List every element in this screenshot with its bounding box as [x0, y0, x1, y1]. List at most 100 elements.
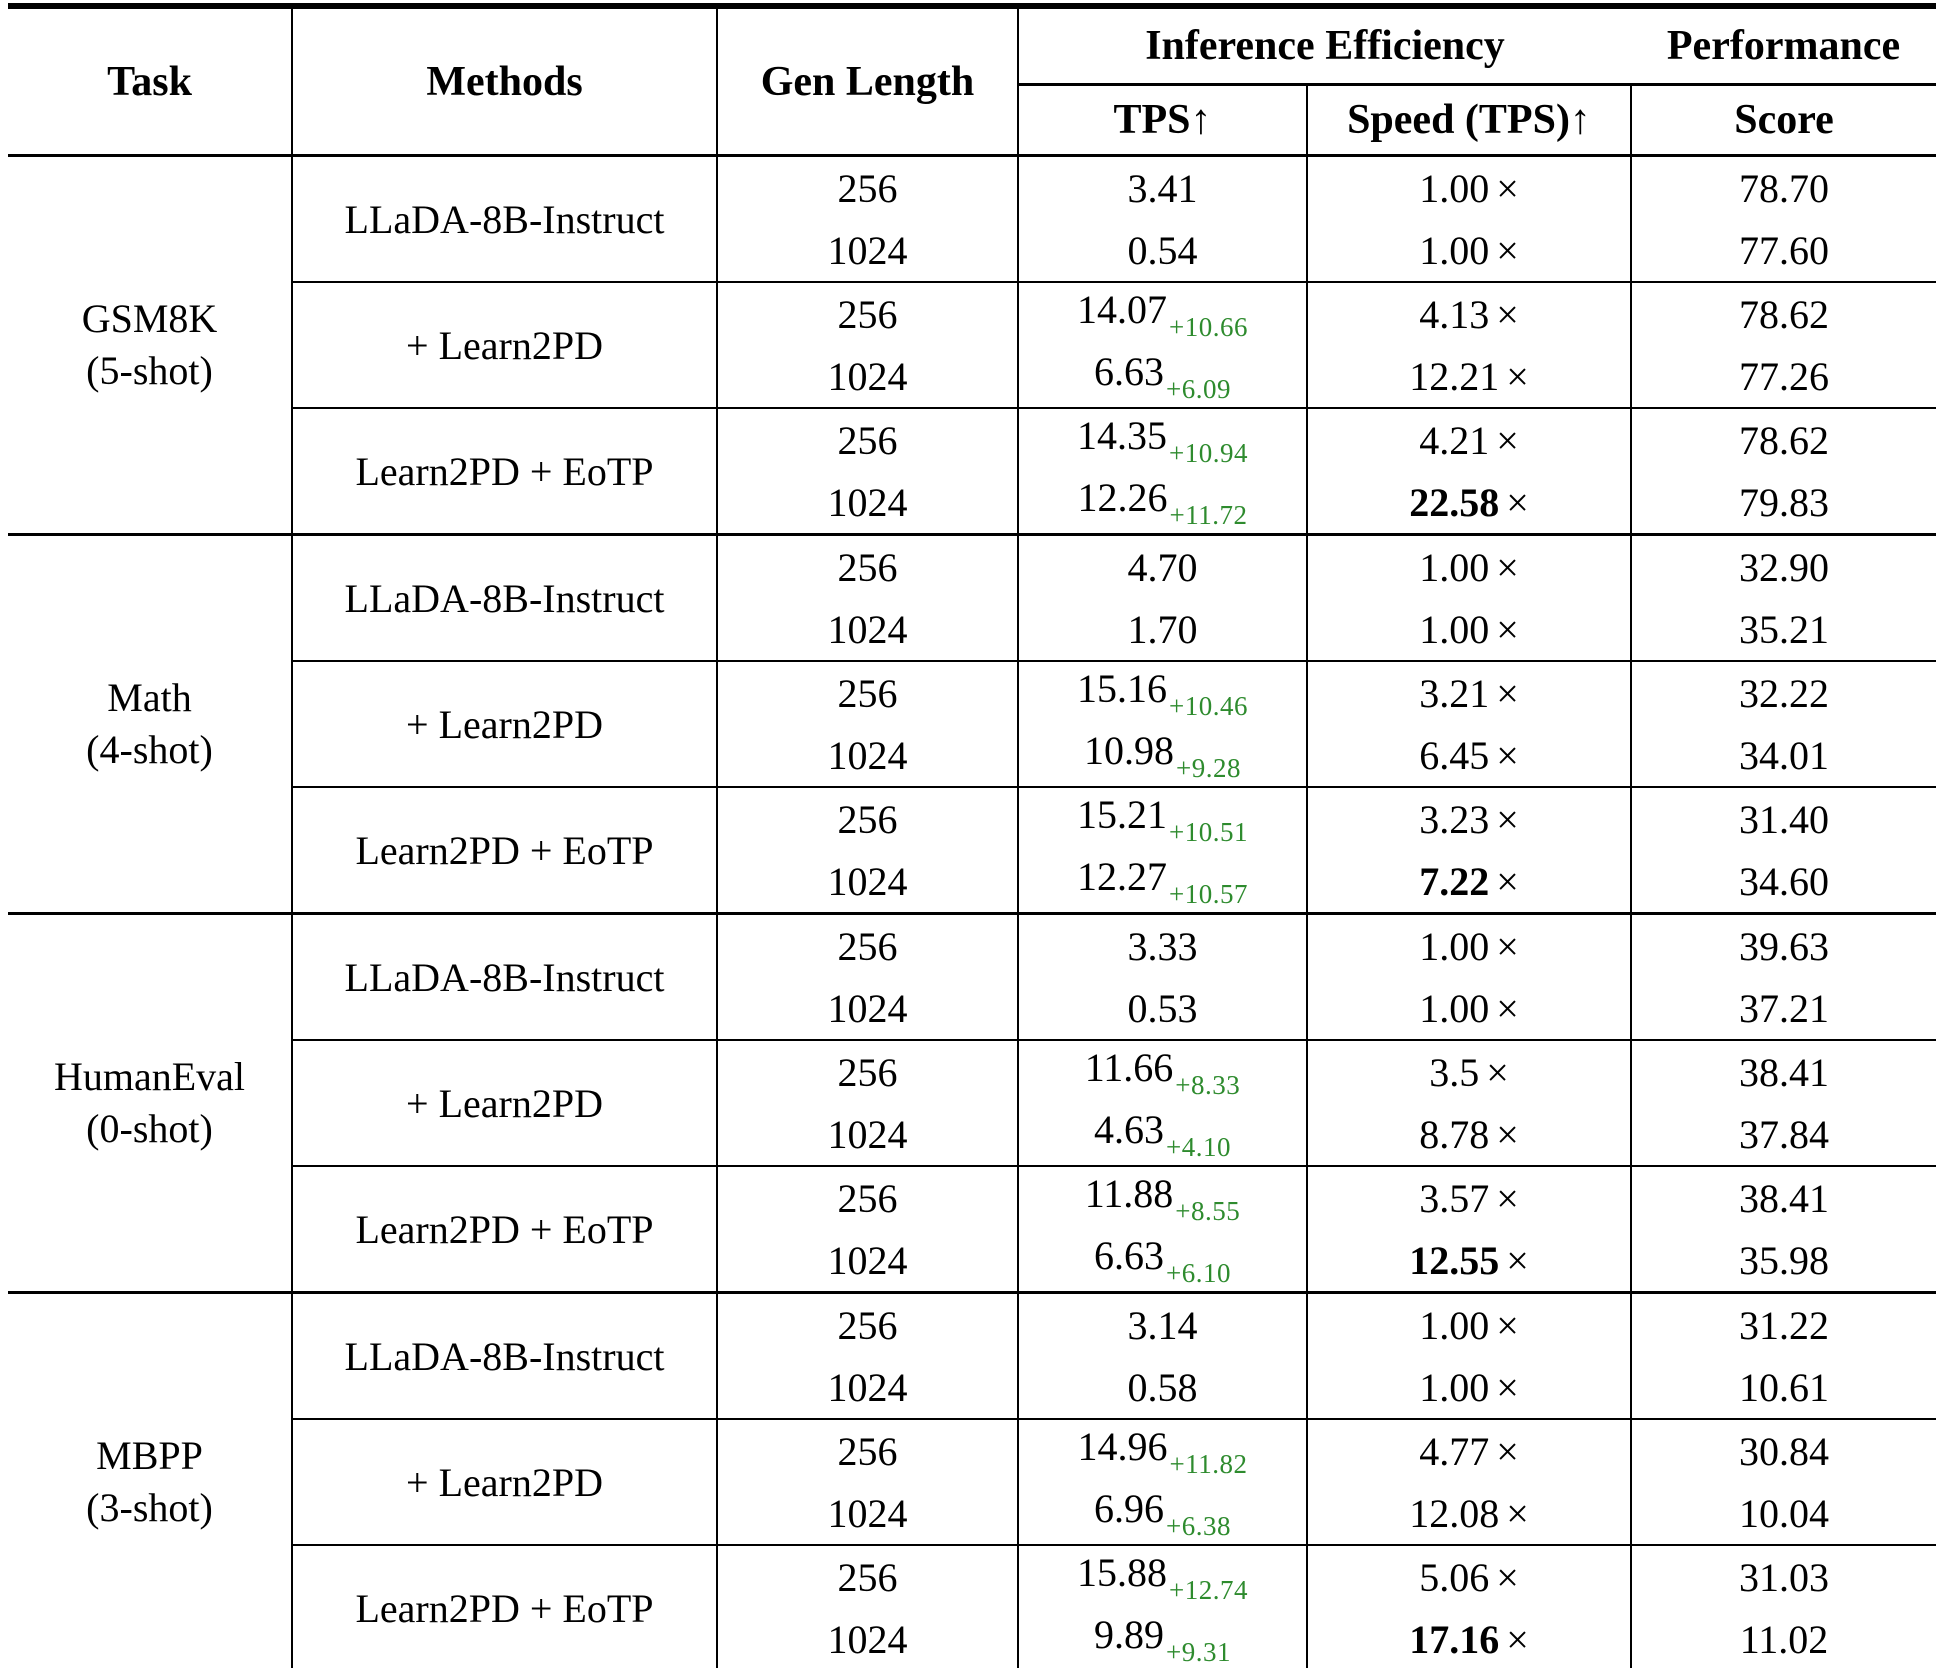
times-symbol: ×: [1496, 1554, 1519, 1600]
gen-length-cell: 1024: [717, 1356, 1019, 1420]
score-cell: 34.60: [1631, 850, 1937, 915]
task-shots: (0-shot): [86, 1106, 213, 1151]
times-symbol: ×: [1506, 1237, 1529, 1283]
speed-value: 8.78: [1419, 1111, 1490, 1157]
tps-cell: 11.88+8.55: [1018, 1166, 1308, 1229]
gen-length-cell: 256: [717, 282, 1019, 345]
tps-gain-subscript: +8.55: [1175, 1195, 1241, 1226]
speed-value: 3.57: [1419, 1175, 1490, 1221]
table-row: GSM8K (5-shot) LLaDA-8B-Instruct 256 3.41 1.0…: [8, 155, 1936, 536]
times-symbol: ×: [1486, 1049, 1509, 1095]
method-cell: + Learn2PD: [292, 282, 718, 409]
tps-value: 14.96: [1077, 1423, 1168, 1469]
times-symbol: ×: [1496, 227, 1519, 273]
gen-length-cell: 256: [717, 1545, 1019, 1608]
paper-results-table-figure: Task Methods Gen Length Inference Effici…: [8, 3, 1937, 1668]
score-cell: 35.21: [1631, 598, 1937, 662]
task-cell: Math (4-shot): [8, 534, 293, 915]
speed-cell: 1.00 ×: [1307, 219, 1633, 283]
col-header-inference-efficiency: Inference Efficiency: [1018, 6, 1632, 86]
col-header-performance: Performance: [1631, 6, 1937, 86]
table-row: + Learn2PD 256 14.96+11.82 4.77 × 30.84: [8, 1419, 1936, 1546]
table-row: Learn2PD + EoTP 256 14.35+10.94 4.21 × 78.62: [8, 408, 1936, 536]
speed-cell: 1.00 ×: [1307, 155, 1633, 219]
tps-gain-subscript: +8.33: [1175, 1069, 1241, 1100]
times-symbol: ×: [1496, 1111, 1519, 1157]
table-row: 1024 0.58 1.00 × 10.61: [8, 1356, 1937, 1420]
speed-cell: 12.55 ×: [1307, 1229, 1633, 1294]
speed-value: 1.00: [1419, 1364, 1490, 1410]
tps-value: 14.35: [1077, 412, 1167, 458]
speed-cell: 4.77 ×: [1307, 1419, 1633, 1482]
tps-value: 12.27: [1077, 853, 1167, 899]
tps-cell: 11.66+8.33: [1018, 1040, 1308, 1103]
score-cell: 38.41: [1739, 1049, 1830, 1095]
speed-value: 7.22: [1419, 858, 1490, 904]
times-symbol: ×: [1496, 291, 1519, 337]
score-cell: 32.90: [1739, 544, 1830, 590]
score-cell: 38.41: [1739, 1175, 1830, 1221]
speed-cell: 1.00 ×: [1307, 913, 1633, 977]
tps-cell: 10.98+9.28: [1018, 724, 1308, 788]
score-cell: 31.03: [1739, 1554, 1830, 1600]
task-name: HumanEval: [53, 1054, 246, 1099]
method-cell: + Learn2PD: [292, 661, 718, 788]
tps-cell: 0.58: [1018, 1356, 1308, 1420]
score-cell: 30.84: [1739, 1428, 1830, 1474]
tps-cell: 1.70: [1018, 598, 1308, 662]
method-cell: LLaDA-8B-Instruct: [292, 155, 718, 283]
table-row: + Learn2PD 256 14.07+10.66 4.13 × 78.62: [8, 282, 1936, 409]
tps-gain-subscript: +10.57: [1169, 878, 1248, 909]
gen-length-cell: 1024: [717, 345, 1019, 409]
method-cell: LLaDA-8B-Instruct: [292, 534, 718, 662]
tps-value: 14.07: [1077, 286, 1167, 332]
table-row: 1024 6.63+6.09 12.21 × 77.26: [8, 345, 1937, 409]
score-cell: 39.63: [1739, 923, 1830, 969]
speed-cell: 1.00 ×: [1307, 1292, 1633, 1356]
tps-cell: 6.63+6.10: [1018, 1229, 1308, 1294]
speed-value: 4.77: [1419, 1428, 1490, 1474]
speed-value: 1.00: [1419, 1302, 1490, 1348]
speed-value: 12.55: [1409, 1237, 1500, 1283]
gen-length-cell: 256: [717, 1040, 1019, 1103]
speed-cell: 12.21 ×: [1307, 345, 1633, 409]
speed-cell: 4.21 ×: [1307, 408, 1633, 471]
tps-cell: 12.27+10.57: [1018, 850, 1308, 915]
speed-value: 1.00: [1419, 923, 1490, 969]
speed-cell: 7.22 ×: [1307, 850, 1633, 915]
tps-gain-subscript: +6.10: [1166, 1257, 1231, 1288]
times-symbol: ×: [1506, 479, 1529, 525]
score-cell: 37.21: [1631, 977, 1937, 1041]
speed-value: 3.5: [1429, 1049, 1480, 1095]
speed-cell: 5.06 ×: [1307, 1545, 1633, 1608]
tps-gain-subscript: +6.38: [1166, 1510, 1231, 1541]
tps-gain-subscript: +10.94: [1169, 437, 1248, 468]
method-cell: LLaDA-8B-Instruct: [292, 1292, 718, 1420]
table-row: 1024 0.54 1.00 × 77.60: [8, 219, 1937, 283]
tps-value: 0.58: [1127, 1364, 1198, 1410]
tps-value: 15.16: [1077, 665, 1167, 711]
times-symbol: ×: [1496, 858, 1519, 904]
tps-cell: 15.16+10.46: [1018, 661, 1308, 724]
task-name: GSM8K: [81, 296, 218, 341]
gen-length-cell: 1024: [717, 471, 1019, 536]
table-row: 1024 6.96+6.38 12.08 × 10.04: [8, 1482, 1937, 1546]
gen-length-cell: 1024: [717, 850, 1019, 915]
score-cell: 31.40: [1739, 796, 1830, 842]
table-body: GSM8K (5-shot) LLaDA-8B-Instruct 256 3.41 1.0…: [8, 155, 1937, 1668]
score-cell: 10.61: [1631, 1356, 1937, 1420]
speed-cell: 22.58 ×: [1307, 471, 1633, 536]
score-cell: 35.98: [1631, 1229, 1937, 1294]
times-symbol: ×: [1496, 796, 1519, 842]
speed-value: 5.06: [1419, 1554, 1490, 1600]
tps-value: 0.53: [1127, 985, 1198, 1031]
tps-cell: 3.33: [1018, 913, 1308, 977]
header-row-groups: Task Methods Gen Length Inference Effici…: [8, 6, 1937, 157]
times-symbol: ×: [1506, 353, 1529, 399]
score-cell: 78.70: [1739, 165, 1830, 211]
table-row: Learn2PD + EoTP 256 15.88+12.74 5.06 × 31.03: [8, 1545, 1936, 1668]
speed-value: 1.00: [1419, 544, 1490, 590]
col-header-tps: TPS↑: [1018, 84, 1308, 157]
times-symbol: ×: [1506, 1490, 1529, 1536]
gen-length-cell: 256: [717, 155, 1019, 219]
